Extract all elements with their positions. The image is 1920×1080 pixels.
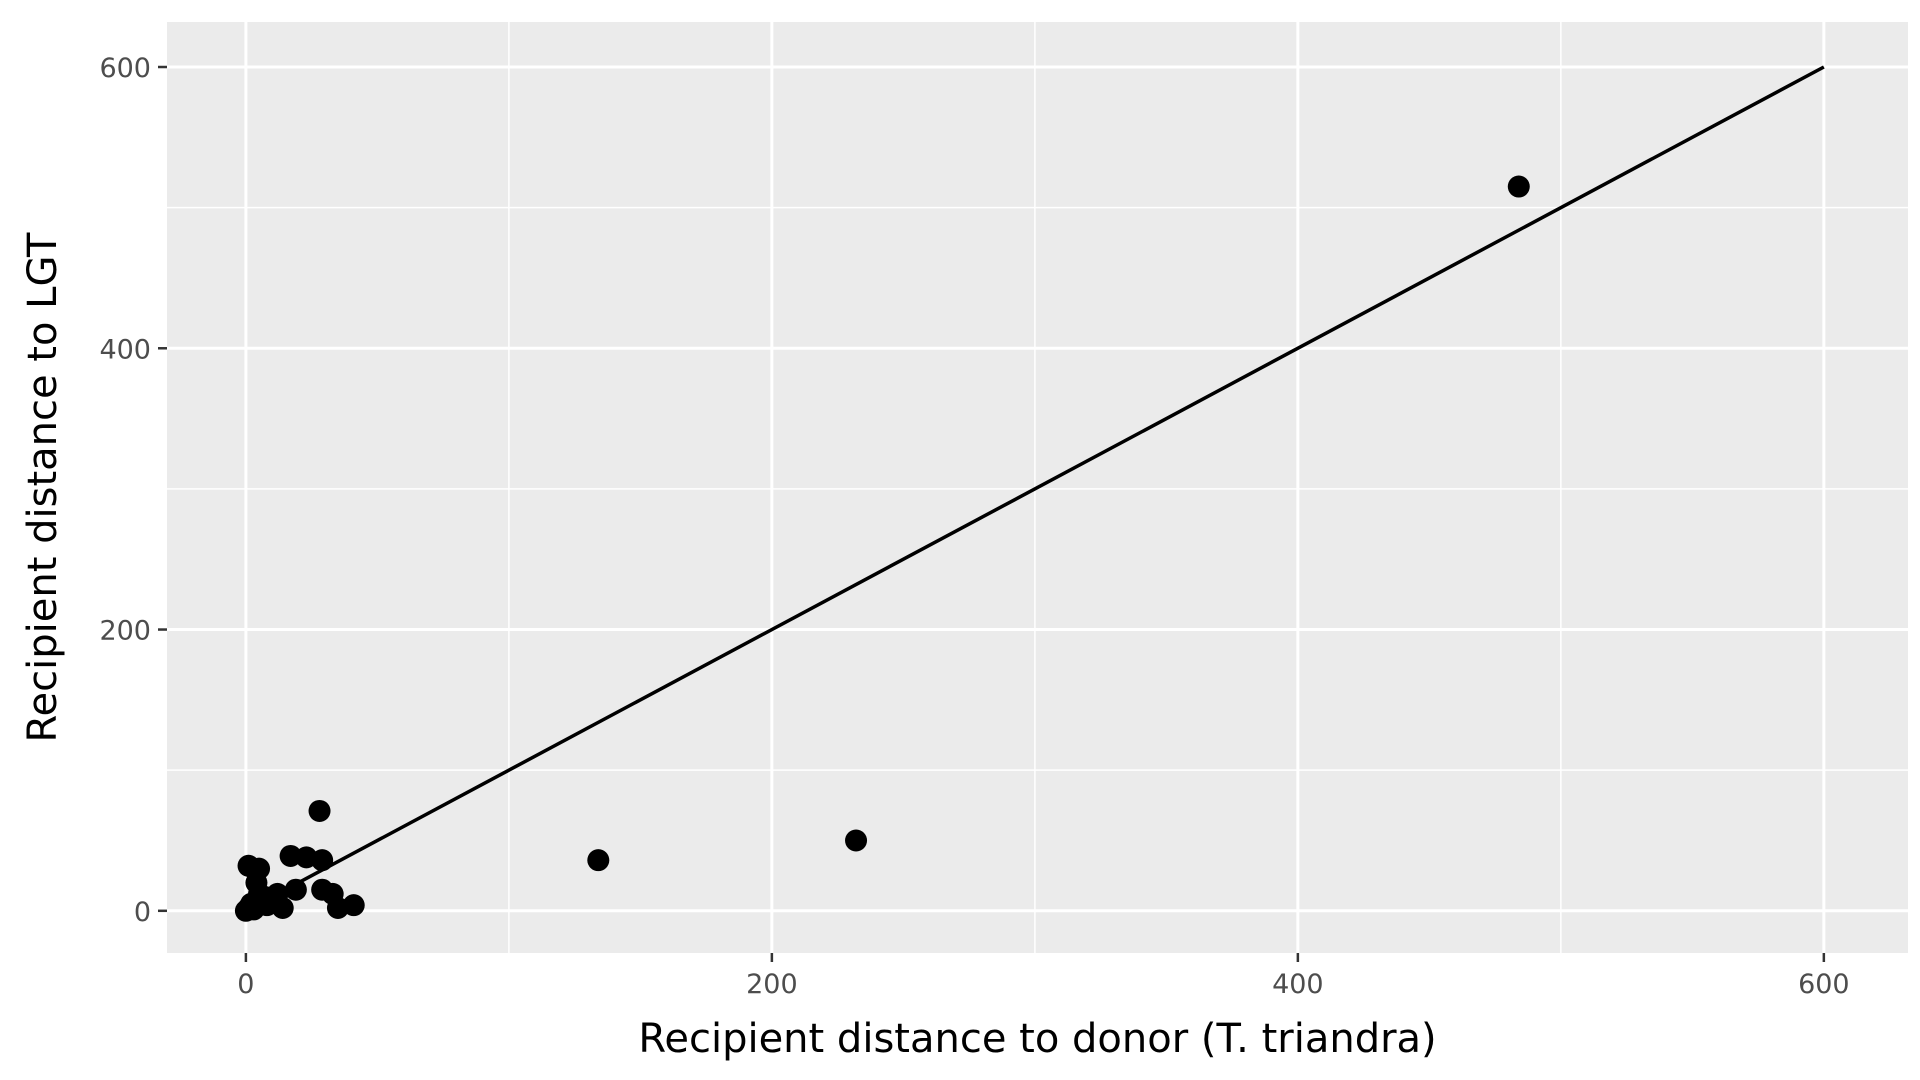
y-tick-label: 200 [99,616,151,647]
data-point [284,878,307,901]
data-point [279,844,302,867]
y-tick-label: 0 [134,897,151,928]
data-point [311,849,334,872]
data-points [234,175,1530,922]
data-point [1507,175,1530,198]
data-point [271,896,294,919]
y-axis-ticks: 0 200 400 600 [99,53,167,928]
data-point [342,894,365,917]
x-axis-ticks: 0 200 400 600 [237,953,1850,1000]
x-tick-label: 200 [746,969,798,1000]
reference-line [245,65,1825,913]
x-tick-label: 400 [1272,969,1324,1000]
data-point [845,829,868,852]
data-point [587,849,610,872]
x-axis-title: Recipient distance to donor (T. triandra… [638,1016,1436,1062]
y-axis-title: Recipient distance to LGT [20,232,66,743]
grid-major [167,22,1908,953]
data-point [308,799,331,822]
y-tick-label: 600 [99,53,151,84]
x-tick-label: 600 [1798,969,1850,1000]
x-tick-label: 0 [237,969,254,1000]
y-tick-label: 400 [99,334,151,365]
